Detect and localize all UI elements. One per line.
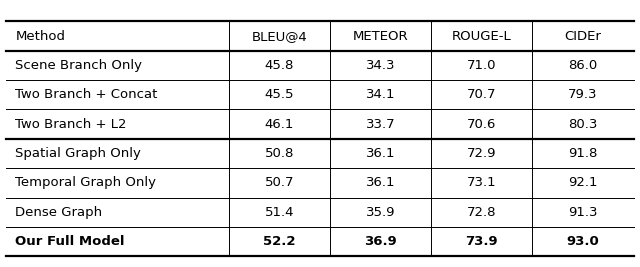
Text: 36.1: 36.1 [366,147,396,160]
Text: 34.1: 34.1 [366,88,396,101]
Text: 72.8: 72.8 [467,206,496,219]
Text: 73.9: 73.9 [465,235,498,248]
Text: 92.1: 92.1 [568,176,598,189]
Text: METEOR: METEOR [353,30,408,42]
Text: 35.9: 35.9 [366,206,396,219]
Text: Scene Branch Only: Scene Branch Only [15,59,142,72]
Text: 70.6: 70.6 [467,118,496,131]
Text: 91.3: 91.3 [568,206,598,219]
Text: Dense Graph: Dense Graph [15,206,102,219]
Text: 45.5: 45.5 [265,88,294,101]
Text: ROUGE-L: ROUGE-L [452,30,511,42]
Text: 46.1: 46.1 [265,118,294,131]
Text: 71.0: 71.0 [467,59,496,72]
Text: 79.3: 79.3 [568,88,598,101]
Text: Temporal Graph Only: Temporal Graph Only [15,176,156,189]
Text: Method: Method [15,30,65,42]
Text: 93.0: 93.0 [566,235,599,248]
Text: 70.7: 70.7 [467,88,496,101]
Text: 33.7: 33.7 [365,118,396,131]
Text: 80.3: 80.3 [568,118,598,131]
Text: 72.9: 72.9 [467,147,496,160]
Text: 45.8: 45.8 [265,59,294,72]
Text: 34.3: 34.3 [366,59,396,72]
Text: 36.1: 36.1 [366,176,396,189]
Text: Our Full Model: Our Full Model [15,235,125,248]
Text: BLEU@4: BLEU@4 [252,30,307,42]
Text: 52.2: 52.2 [263,235,296,248]
Text: Two Branch + Concat: Two Branch + Concat [15,88,157,101]
Text: 86.0: 86.0 [568,59,597,72]
Text: 51.4: 51.4 [265,206,294,219]
Text: Two Branch + L2: Two Branch + L2 [15,118,127,131]
Text: CIDEr: CIDEr [564,30,601,42]
Text: 91.8: 91.8 [568,147,598,160]
Text: 50.8: 50.8 [265,147,294,160]
Text: 50.7: 50.7 [265,176,294,189]
Text: 73.1: 73.1 [467,176,496,189]
Text: 36.9: 36.9 [364,235,397,248]
Text: Spatial Graph Only: Spatial Graph Only [15,147,141,160]
